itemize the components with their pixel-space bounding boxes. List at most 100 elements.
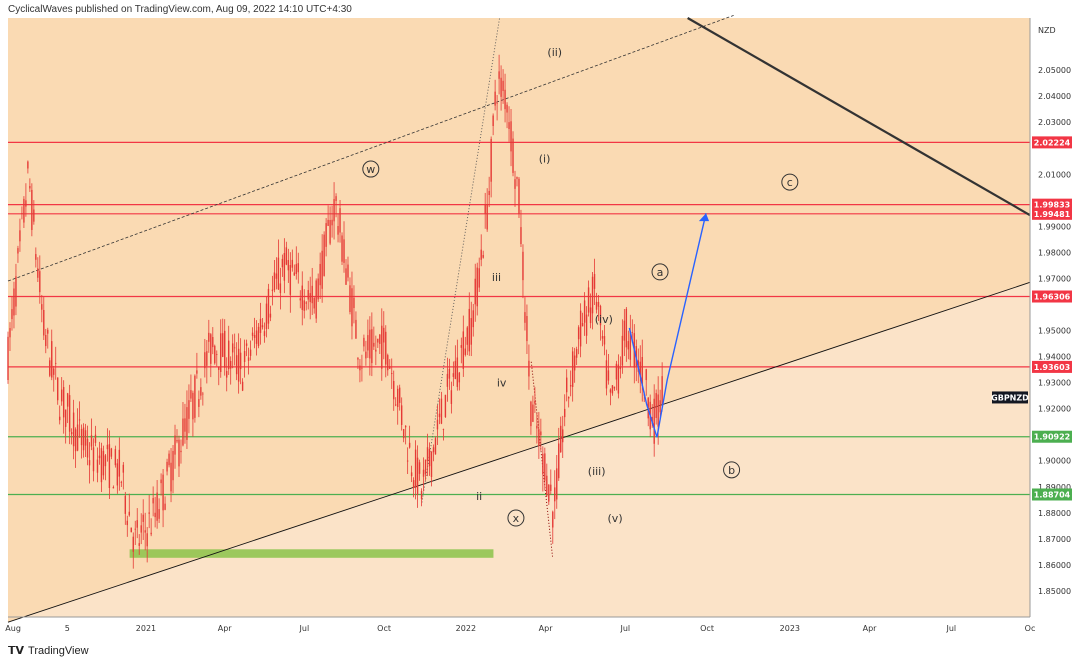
- candle-body: [412, 480, 415, 489]
- candle-body: [474, 278, 476, 305]
- candle-body: [301, 285, 303, 310]
- candle-body: [544, 453, 546, 481]
- candle-body: [472, 310, 474, 328]
- candle-body: [490, 138, 492, 182]
- candle-body: [206, 351, 208, 366]
- candle-body: [58, 416, 61, 421]
- candle-body: [327, 219, 329, 226]
- candle-body: [114, 449, 117, 466]
- y-tick-label: 2.01000: [1038, 170, 1071, 179]
- candle-body: [418, 462, 421, 474]
- candle-body: [241, 381, 244, 391]
- candle-body: [152, 498, 154, 504]
- wave-label-circle: [507, 509, 525, 527]
- candle-body: [15, 276, 17, 307]
- candle-body: [534, 400, 536, 404]
- candle-body: [536, 425, 538, 429]
- candle-body: [194, 375, 196, 418]
- y-tick-label: 1.97000: [1038, 274, 1071, 283]
- tradingview-footer[interactable]: 𝗧𝗩 TradingView: [8, 644, 89, 658]
- candle-body: [500, 77, 502, 97]
- candle-body: [448, 368, 451, 379]
- candle-body: [289, 265, 292, 295]
- symbol-tag: [992, 391, 1028, 404]
- candle-body: [601, 336, 604, 339]
- wave-label: (iii): [588, 465, 606, 478]
- price-level-tag: [1032, 360, 1072, 373]
- candle-body: [530, 401, 532, 427]
- y-tick-label: 1.94000: [1038, 353, 1071, 362]
- candle-body: [464, 348, 466, 355]
- candle-body: [532, 404, 534, 422]
- candle-body: [387, 355, 389, 371]
- y-tick-label: 1.90000: [1038, 457, 1071, 466]
- candle-body: [35, 254, 37, 260]
- candle-body: [210, 334, 212, 364]
- candle-body: [275, 273, 278, 279]
- x-tick-label: Apr: [863, 624, 878, 633]
- x-tick-label: Apr: [218, 624, 233, 633]
- candle-body: [233, 347, 236, 349]
- y-tick-label: 1.98000: [1038, 248, 1071, 257]
- price-level-tag: [1032, 430, 1072, 443]
- candle-body: [605, 360, 608, 389]
- candle-body: [253, 334, 256, 338]
- x-tick-label: Jul: [299, 624, 310, 633]
- candle-body: [510, 121, 512, 152]
- candle-body: [625, 308, 628, 348]
- candle-body: [178, 439, 180, 467]
- candle-body: [468, 308, 470, 352]
- candle-body: [259, 318, 262, 333]
- candle-body: [269, 313, 272, 318]
- candle-body: [309, 293, 311, 303]
- candle-body: [291, 259, 294, 268]
- candle-body: [611, 385, 614, 394]
- candle-body: [11, 309, 13, 320]
- candle-body: [595, 301, 598, 310]
- candle-body: [33, 209, 35, 222]
- candle-body: [518, 178, 520, 214]
- wave-label: c: [787, 176, 793, 189]
- candle-body: [347, 264, 349, 278]
- candle-body: [120, 481, 123, 483]
- candle-body: [512, 138, 514, 173]
- candle-body: [391, 373, 393, 375]
- candle-body: [295, 264, 297, 274]
- candle-body: [13, 288, 15, 316]
- candle-body: [508, 122, 510, 129]
- candle-body: [436, 419, 439, 430]
- wave-label: x: [513, 512, 520, 525]
- price-level-tag-text: 1.93603: [1034, 363, 1070, 372]
- candle-body: [303, 300, 305, 311]
- candle-body: [196, 370, 198, 374]
- candle-body: [27, 161, 29, 169]
- candle-body: [84, 430, 87, 446]
- candle-body: [398, 387, 401, 403]
- candle-body: [540, 431, 542, 436]
- candle-body: [227, 340, 230, 370]
- candle-body: [329, 220, 331, 244]
- wave-label: b: [728, 464, 735, 477]
- candle-body: [200, 387, 202, 396]
- candle-body: [220, 333, 222, 372]
- candle-body: [573, 355, 576, 371]
- candle-body: [494, 91, 496, 106]
- candle-body: [100, 448, 103, 483]
- candle-body: [363, 337, 365, 347]
- candle-body: [617, 364, 620, 394]
- candle-body: [325, 223, 327, 247]
- candle-body: [420, 490, 423, 499]
- candle-body: [385, 331, 387, 365]
- candle-body: [19, 230, 21, 242]
- candle-body: [96, 459, 99, 473]
- candle-body: [247, 357, 250, 361]
- candle-body: [343, 239, 345, 263]
- candle-body: [172, 451, 174, 481]
- candle-body: [277, 257, 280, 290]
- candle-body: [208, 332, 210, 342]
- projection-path: [628, 213, 707, 438]
- candle-body: [218, 366, 220, 370]
- wave-label: (i): [539, 153, 551, 166]
- candle-body: [158, 509, 160, 519]
